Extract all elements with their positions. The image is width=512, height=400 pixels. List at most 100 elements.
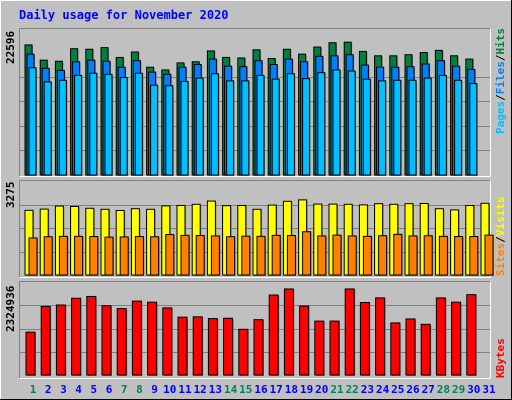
pages-bar-day-17	[271, 78, 280, 176]
kbytes-bar-day-29	[451, 301, 462, 376]
pages-bar-day-15	[241, 80, 250, 176]
x-tick-label: 11	[178, 383, 192, 396]
sites-bar-day-8	[134, 236, 144, 276]
kbytes-bar-day-16	[253, 319, 264, 376]
x-tick-label: 16	[254, 383, 268, 396]
x-tick-label: 24	[376, 383, 390, 396]
sites-bar-day-26	[408, 235, 418, 276]
pages-bar-day-6	[104, 73, 113, 176]
sites-bar-day-22	[347, 235, 357, 276]
kbytes-bar-day-17	[268, 294, 279, 376]
kbytes-bar-day-21	[329, 320, 340, 376]
panel-top-bars	[24, 41, 478, 177]
kbytes-bar-day-23	[359, 302, 370, 376]
pages-bar-day-16	[256, 74, 265, 176]
kbytes-bar-day-9	[147, 301, 158, 376]
sites-bar-day-11	[180, 234, 190, 276]
x-tick-label: 28	[437, 383, 450, 396]
kbytes-bar-day-27	[420, 323, 431, 376]
kbytes-bar-day-7	[116, 308, 127, 376]
kbytes-bar-day-1	[25, 331, 36, 376]
panel-mid-max-label: 3275	[4, 182, 17, 209]
kbytes-bar-day-26	[405, 318, 416, 376]
x-tick-label: 23	[361, 383, 374, 396]
x-tick-label: 31	[482, 383, 496, 396]
chart-title: Daily usage for November 2020	[19, 8, 229, 22]
pages-bar-day-24	[378, 80, 387, 176]
kbytes-bar-day-12	[192, 316, 203, 376]
legend-entry: Sites	[494, 243, 507, 276]
x-tick-label: 27	[422, 383, 435, 396]
panel-top-max-label: 22596	[4, 31, 17, 64]
sites-bar-day-15	[241, 235, 251, 276]
panel-mid-legend: Sites/Visits	[494, 197, 507, 277]
x-tick-label: 22	[346, 383, 359, 396]
pages-bar-day-10	[165, 85, 174, 176]
pages-bar-day-1	[28, 67, 37, 176]
x-tick-label: 29	[452, 383, 465, 396]
pages-bar-day-9	[150, 84, 159, 176]
sites-bar-day-13	[210, 235, 220, 276]
sites-bar-day-29	[454, 236, 464, 276]
pages-bar-day-18	[286, 73, 295, 176]
sites-bar-day-18	[286, 235, 296, 276]
panel-bot-max-label: 2324936	[4, 285, 17, 332]
x-tick-label: 9	[151, 383, 158, 396]
x-tick-label: 30	[467, 383, 480, 396]
kbytes-bar-day-8	[131, 300, 142, 376]
x-tick-label: 20	[315, 383, 328, 396]
sites-bar-day-19	[302, 231, 312, 276]
kbytes-bar-day-11	[177, 316, 188, 376]
sites-bar-day-14	[226, 236, 236, 276]
x-tick-label: 6	[106, 383, 113, 396]
sites-bar-day-24	[378, 235, 388, 276]
pages-bar-day-26	[408, 79, 417, 176]
visits-sites-panel: 3275 Sites/Visits	[4, 180, 507, 278]
pages-bar-day-13	[210, 73, 219, 176]
kbytes-bar-day-4	[71, 297, 82, 376]
kbytes-bar-day-28	[435, 297, 446, 376]
panel-top-legend: Pages/Files/Hits	[494, 28, 507, 134]
pages-bar-day-7	[119, 77, 128, 176]
x-tick-label: 4	[75, 383, 82, 396]
x-tick-label: 15	[239, 383, 252, 396]
sites-bar-day-5	[89, 236, 99, 276]
panel-mid-bars	[24, 199, 494, 276]
panel-bot-bars	[25, 288, 477, 376]
sites-bar-day-12	[195, 235, 205, 276]
kbytes-bar-day-13	[207, 318, 218, 376]
sites-bar-day-23	[362, 235, 372, 276]
pages-bar-day-29	[454, 79, 463, 176]
pages-bar-day-28	[438, 74, 447, 176]
x-tick-label: 26	[406, 383, 420, 396]
pages-bar-day-2	[43, 81, 52, 176]
kbytes-bar-day-18	[283, 288, 294, 376]
panel-bot-legend: KBytes	[494, 338, 507, 378]
kbytes-bar-day-24	[375, 297, 386, 376]
kbytes-bar-day-19	[299, 305, 310, 376]
sites-bar-day-16	[256, 235, 266, 276]
x-tick-label: 25	[391, 383, 404, 396]
kbytes-bar-day-20	[314, 320, 325, 376]
kbytes-bar-day-6	[101, 305, 112, 376]
sites-bar-day-4	[74, 235, 84, 276]
pages-bar-day-25	[393, 79, 402, 176]
pages-bar-day-5	[89, 72, 98, 176]
pages-bar-day-20	[317, 72, 326, 176]
kbytes-bar-day-14	[223, 317, 234, 376]
kbytes-panel: 2324936 KBytes	[4, 281, 507, 379]
pages-bar-day-11	[180, 80, 189, 176]
legend-entry: /	[494, 94, 507, 101]
sites-bar-day-21	[332, 234, 342, 276]
sites-bar-day-1	[28, 237, 38, 276]
sites-bar-day-10	[165, 234, 175, 276]
x-tick-label: 1	[30, 383, 37, 396]
pages-bar-day-21	[332, 69, 341, 176]
sites-bar-day-3	[58, 235, 68, 276]
kbytes-bar-day-3	[55, 304, 66, 376]
kbytes-bar-day-2	[40, 305, 51, 376]
pages-bar-day-27	[423, 77, 432, 176]
kbytes-bar-day-30	[466, 294, 477, 376]
pages-bar-day-19	[302, 78, 311, 176]
